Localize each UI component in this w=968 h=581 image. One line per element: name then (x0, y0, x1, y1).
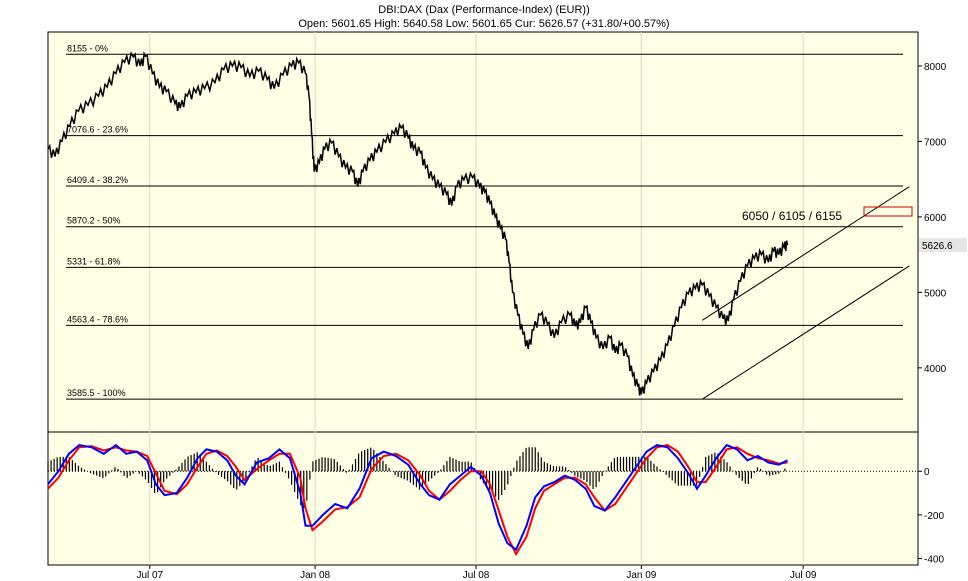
y-tick-label: 8000 (924, 62, 947, 73)
fib-level-label: 8155 - 0% (67, 43, 108, 53)
x-tick-label: Jul 09 (790, 570, 817, 581)
x-tick-label: Jul 07 (136, 570, 163, 581)
chart-subtitle: Open: 5601.65 High: 5640.58 Low: 5601.65… (298, 18, 670, 30)
price-panel (47, 31, 919, 433)
osc-y-tick-label: 0 (924, 467, 930, 478)
fib-level-label: 5331 - 61.8% (67, 256, 121, 266)
trend-channel-upper (701, 186, 910, 321)
price-line (47, 50, 789, 396)
y-tick-label: 5000 (924, 288, 947, 299)
trend-channel-lower (701, 265, 910, 400)
oscillator-panel (47, 431, 919, 566)
target-annotation: 6050 / 6105 / 6155 (742, 209, 842, 223)
macd-line (47, 443, 788, 552)
x-tick-label: Jul 08 (463, 570, 490, 581)
signal-line (47, 444, 788, 557)
osc-y-tick-label: -400 (924, 554, 944, 565)
x-tick-label: Jan 09 (626, 570, 656, 581)
y-tick-label: 6000 (924, 213, 947, 224)
current-value-bg (919, 238, 967, 253)
fib-level-label: 3585.5 - 100% (67, 388, 126, 398)
x-tick-label: Jan 08 (300, 570, 330, 581)
y-tick-label: 4000 (924, 364, 947, 375)
fib-level-label: 5870.2 - 50% (67, 216, 121, 226)
fib-level-label: 4563.4 - 78.6% (67, 314, 128, 324)
fib-level-label: 6409.4 - 38.2% (67, 175, 128, 185)
target-box (863, 206, 913, 217)
chart-title: DBI:DAX (Dax (Performance-Index) (EUR)) (378, 4, 590, 16)
y-tick-label: 7000 (924, 137, 947, 148)
current-value-label: 5626.6 (922, 241, 953, 252)
osc-y-tick-label: -200 (924, 511, 944, 522)
fib-level-label: 7076.6 - 23.6% (67, 125, 128, 135)
